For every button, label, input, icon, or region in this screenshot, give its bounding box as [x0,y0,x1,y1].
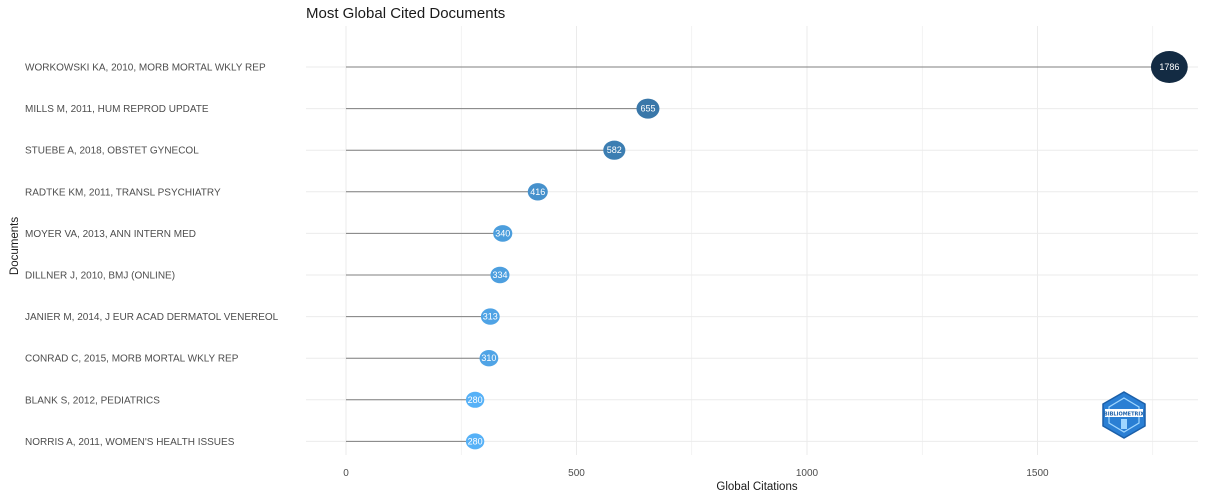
y-tick-label: MILLS M, 2011, HUM REPROD UPDATE [25,104,209,115]
point-value-label: 340 [495,228,510,238]
lollipop-point [465,391,485,408]
y-tick-label: DILLNER J, 2010, BMJ (ONLINE) [25,271,175,282]
point-value-label: 313 [483,312,498,322]
x-axis-title: Global Citations [716,481,797,493]
y-tick-label: BLANK S, 2012, PEDIATRICS [25,395,160,406]
chart-title: Most Global Cited Documents [306,5,505,22]
x-tick-labels: 0 500 1000 1500 [343,468,1049,479]
x-tick-label: 0 [343,468,349,479]
lollipop-point [636,98,660,119]
point-value-label: 416 [530,187,545,197]
bibliometrix-logo: BIBLIOMETRIX [1102,391,1146,439]
lollipop-stems [346,66,1170,442]
y-tick-labels: WORKOWSKI KA, 2010, MORB MORTAL WKLY REP… [25,63,279,448]
y-tick-label: RADTKE KM, 2011, TRANSL PSYCHIATRY [25,187,221,198]
y-tick-label: MOYER VA, 2013, ANN INTERN MED [25,229,196,240]
y-axis-title: Documents [9,217,21,275]
y-tick-label: CONRAD C, 2015, MORB MORTAL WKLY REP [25,354,239,365]
point-value-label: 582 [607,145,622,155]
lollipop-point [479,350,499,367]
point-value-label: 334 [492,270,507,280]
point-value-label: 1786 [1159,62,1179,72]
y-tick-label: STUEBE A, 2018, OBSTET GYNECOL [25,146,199,157]
point-value-label: 280 [468,436,483,446]
y-tick-label: JANIER M, 2014, J EUR ACAD DERMATOL VENE… [25,312,279,323]
lollipop-points: 1786 655 582 416 340 334 313 310 280 280 [465,51,1188,450]
lollipop-point [465,433,485,450]
point-value-label: 655 [640,104,655,114]
grid-lines [306,26,1198,455]
y-tick-label: NORRIS A, 2011, WOMEN'S HEALTH ISSUES [25,437,235,448]
y-tick-label: WORKOWSKI KA, 2010, MORB MORTAL WKLY REP [25,63,266,74]
x-tick-label: 500 [568,468,585,479]
lollipop-point [603,140,626,160]
lollipop-point [493,225,513,242]
point-value-label: 280 [468,395,483,405]
lollipop-point [527,183,548,201]
x-tick-label: 1500 [1026,468,1049,479]
lollipop-point [1150,51,1188,83]
logo-text: BIBLIOMETRIX [1104,412,1144,418]
lollipop-point [490,266,510,284]
lollipop-point [480,308,500,325]
point-value-label: 310 [481,353,496,363]
x-tick-label: 1000 [796,468,819,479]
